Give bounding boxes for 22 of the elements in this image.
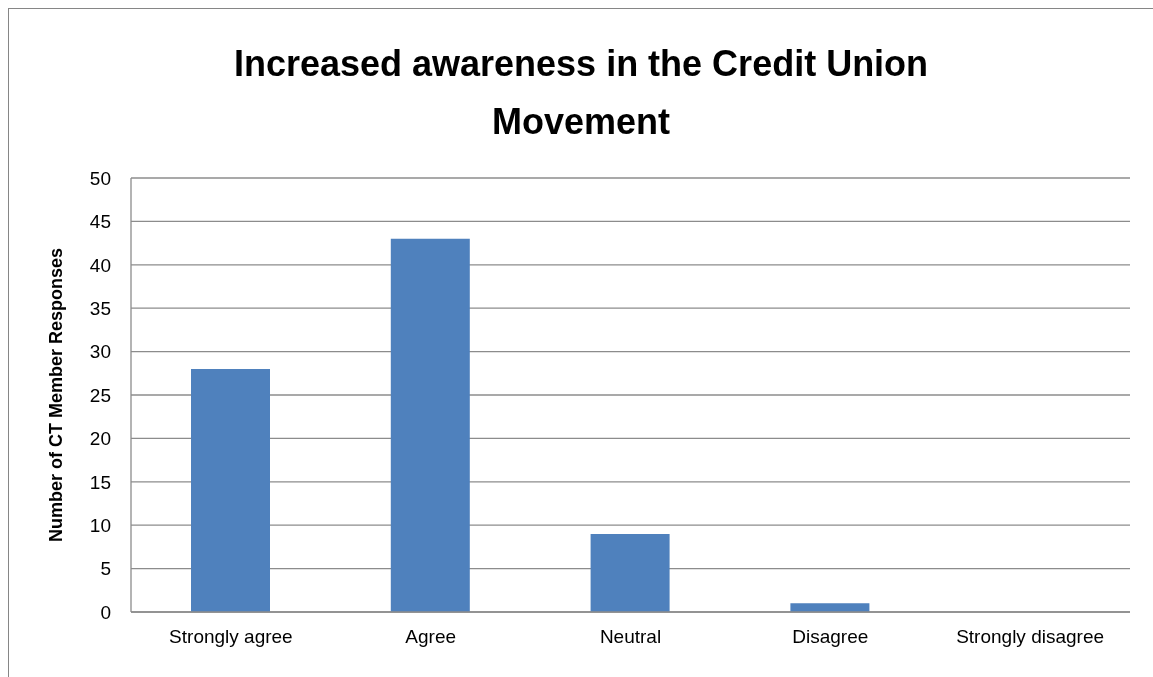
y-tick-label: 15 <box>89 471 111 493</box>
x-tick-label: Neutral <box>599 626 662 648</box>
y-tick-label: 25 <box>89 384 111 406</box>
bar <box>590 533 670 612</box>
bar <box>790 603 870 612</box>
bar <box>390 238 470 612</box>
x-tick-label: Strongly agree <box>169 626 293 648</box>
y-tick-label: 45 <box>89 211 111 233</box>
y-tick-label: 5 <box>100 558 111 580</box>
y-tick-label: 40 <box>89 254 111 276</box>
bar <box>191 368 270 612</box>
y-tick-label: 20 <box>89 428 111 450</box>
chart-title: Increased awareness in the Credit Union Movement <box>232 42 930 144</box>
x-tick-label: Strongly disagree <box>956 626 1105 648</box>
y-tick-label: 0 <box>100 601 111 623</box>
y-tick-label: 30 <box>89 341 111 363</box>
y-tick-label: 50 <box>89 167 111 189</box>
y-tick-label: 10 <box>89 514 111 536</box>
x-tick-label: Disagree <box>792 626 869 648</box>
y-axis-title: Number of CT Member Responses <box>46 247 67 543</box>
x-tick-label: Agree <box>405 626 457 648</box>
y-tick-label: 35 <box>89 297 111 319</box>
